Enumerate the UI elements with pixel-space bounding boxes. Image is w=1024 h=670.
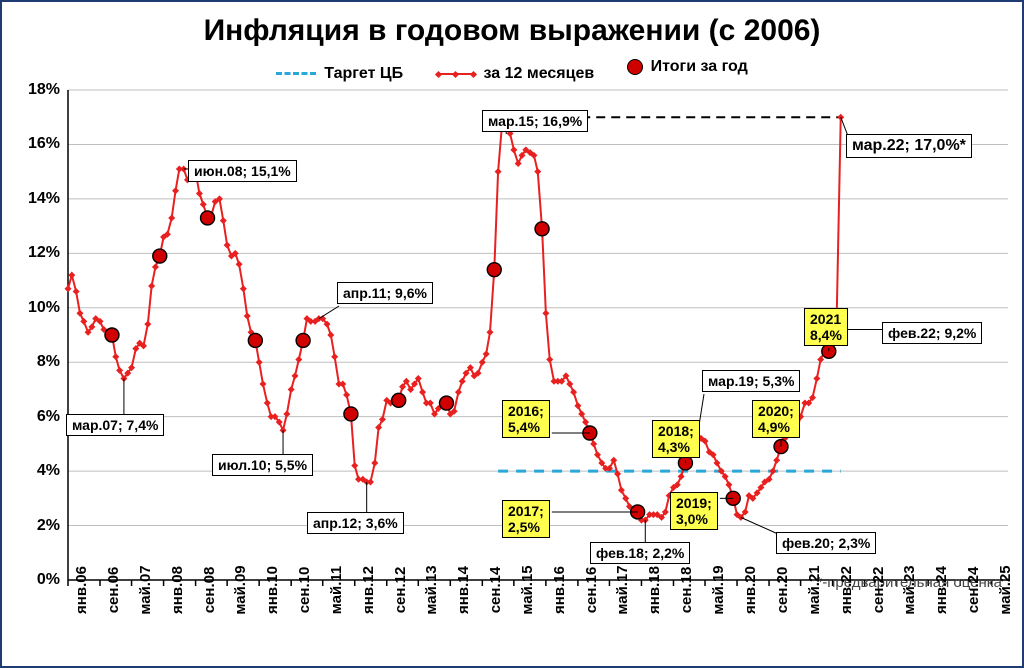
x-tick-label: сен.16 xyxy=(583,567,600,614)
callout-label: апр.12; 3,6% xyxy=(307,512,404,534)
x-tick-label: май.17 xyxy=(614,565,631,614)
x-tick-label: май.25 xyxy=(997,565,1014,614)
callout-label: мар.22; 17,0%* xyxy=(846,134,972,158)
x-tick-label: май.23 xyxy=(901,565,918,614)
callout-label: фев.20; 2,3% xyxy=(776,532,876,554)
y-tick-label: 10% xyxy=(28,299,60,317)
x-tick-label: сен.18 xyxy=(678,567,695,614)
x-tick-label: янв.16 xyxy=(551,566,568,614)
callout-label: 2018;4,3% xyxy=(652,420,700,458)
x-tick-label: янв.06 xyxy=(73,566,90,614)
x-tick-label: сен.14 xyxy=(487,567,504,614)
callout-label: мар.15; 16,9% xyxy=(482,110,588,132)
x-tick-label: янв.08 xyxy=(169,566,186,614)
x-tick-label: май.11 xyxy=(328,566,345,615)
x-tick-label: сен.10 xyxy=(296,567,313,614)
y-tick-label: 4% xyxy=(37,462,60,480)
callout-label: июн.08; 15,1% xyxy=(188,160,297,182)
callout-label: мар.19; 5,3% xyxy=(702,370,800,392)
y-tick-label: 18% xyxy=(28,81,60,99)
x-tick-label: май.19 xyxy=(710,565,727,614)
callout-label: 2017;2,5% xyxy=(502,500,550,538)
callout-label: фев.18; 2,2% xyxy=(590,542,690,564)
callout-label: 2016;5,4% xyxy=(502,400,550,438)
x-tick-label: сен.24 xyxy=(965,567,982,614)
callout-label: июл.10; 5,5% xyxy=(212,454,313,476)
y-tick-label: 6% xyxy=(37,408,60,426)
x-tick-label: май.09 xyxy=(232,565,249,614)
y-tick-label: 12% xyxy=(28,244,60,262)
x-tick-label: май.21 xyxy=(806,565,823,614)
x-tick-label: янв.20 xyxy=(742,566,759,614)
x-tick-label: сен.12 xyxy=(392,567,409,614)
callout-label: 2019;3,0% xyxy=(670,492,718,530)
y-tick-label: 8% xyxy=(37,353,60,371)
x-tick-label: янв.24 xyxy=(933,566,950,614)
y-tick-label: 14% xyxy=(28,190,60,208)
x-tick-label: май.15 xyxy=(519,565,536,614)
callout-label: 2020;4,9% xyxy=(752,400,800,438)
x-tick-label: сен.06 xyxy=(105,567,122,614)
x-tick-label: янв.10 xyxy=(264,566,281,614)
y-tick-label: 0% xyxy=(37,571,60,589)
x-tick-label: янв.14 xyxy=(455,566,472,614)
x-tick-label: май.13 xyxy=(423,565,440,614)
callout-label: мар.07; 7,4% xyxy=(66,414,164,436)
x-tick-label: сен.08 xyxy=(201,567,218,614)
y-tick-label: 2% xyxy=(37,517,60,535)
x-tick-label: янв.12 xyxy=(360,566,377,614)
callout-label: 20218,4% xyxy=(804,308,848,346)
x-tick-label: сен.20 xyxy=(774,567,791,614)
callout-label: апр.11; 9,6% xyxy=(337,282,433,304)
x-tick-label: янв.18 xyxy=(646,566,663,614)
x-tick-label: янв.22 xyxy=(838,566,855,614)
callout-label: фев.22; 9,2% xyxy=(882,322,982,344)
x-tick-label: май.07 xyxy=(137,565,154,614)
x-tick-label: сен.22 xyxy=(870,567,887,614)
y-tick-label: 16% xyxy=(28,135,60,153)
